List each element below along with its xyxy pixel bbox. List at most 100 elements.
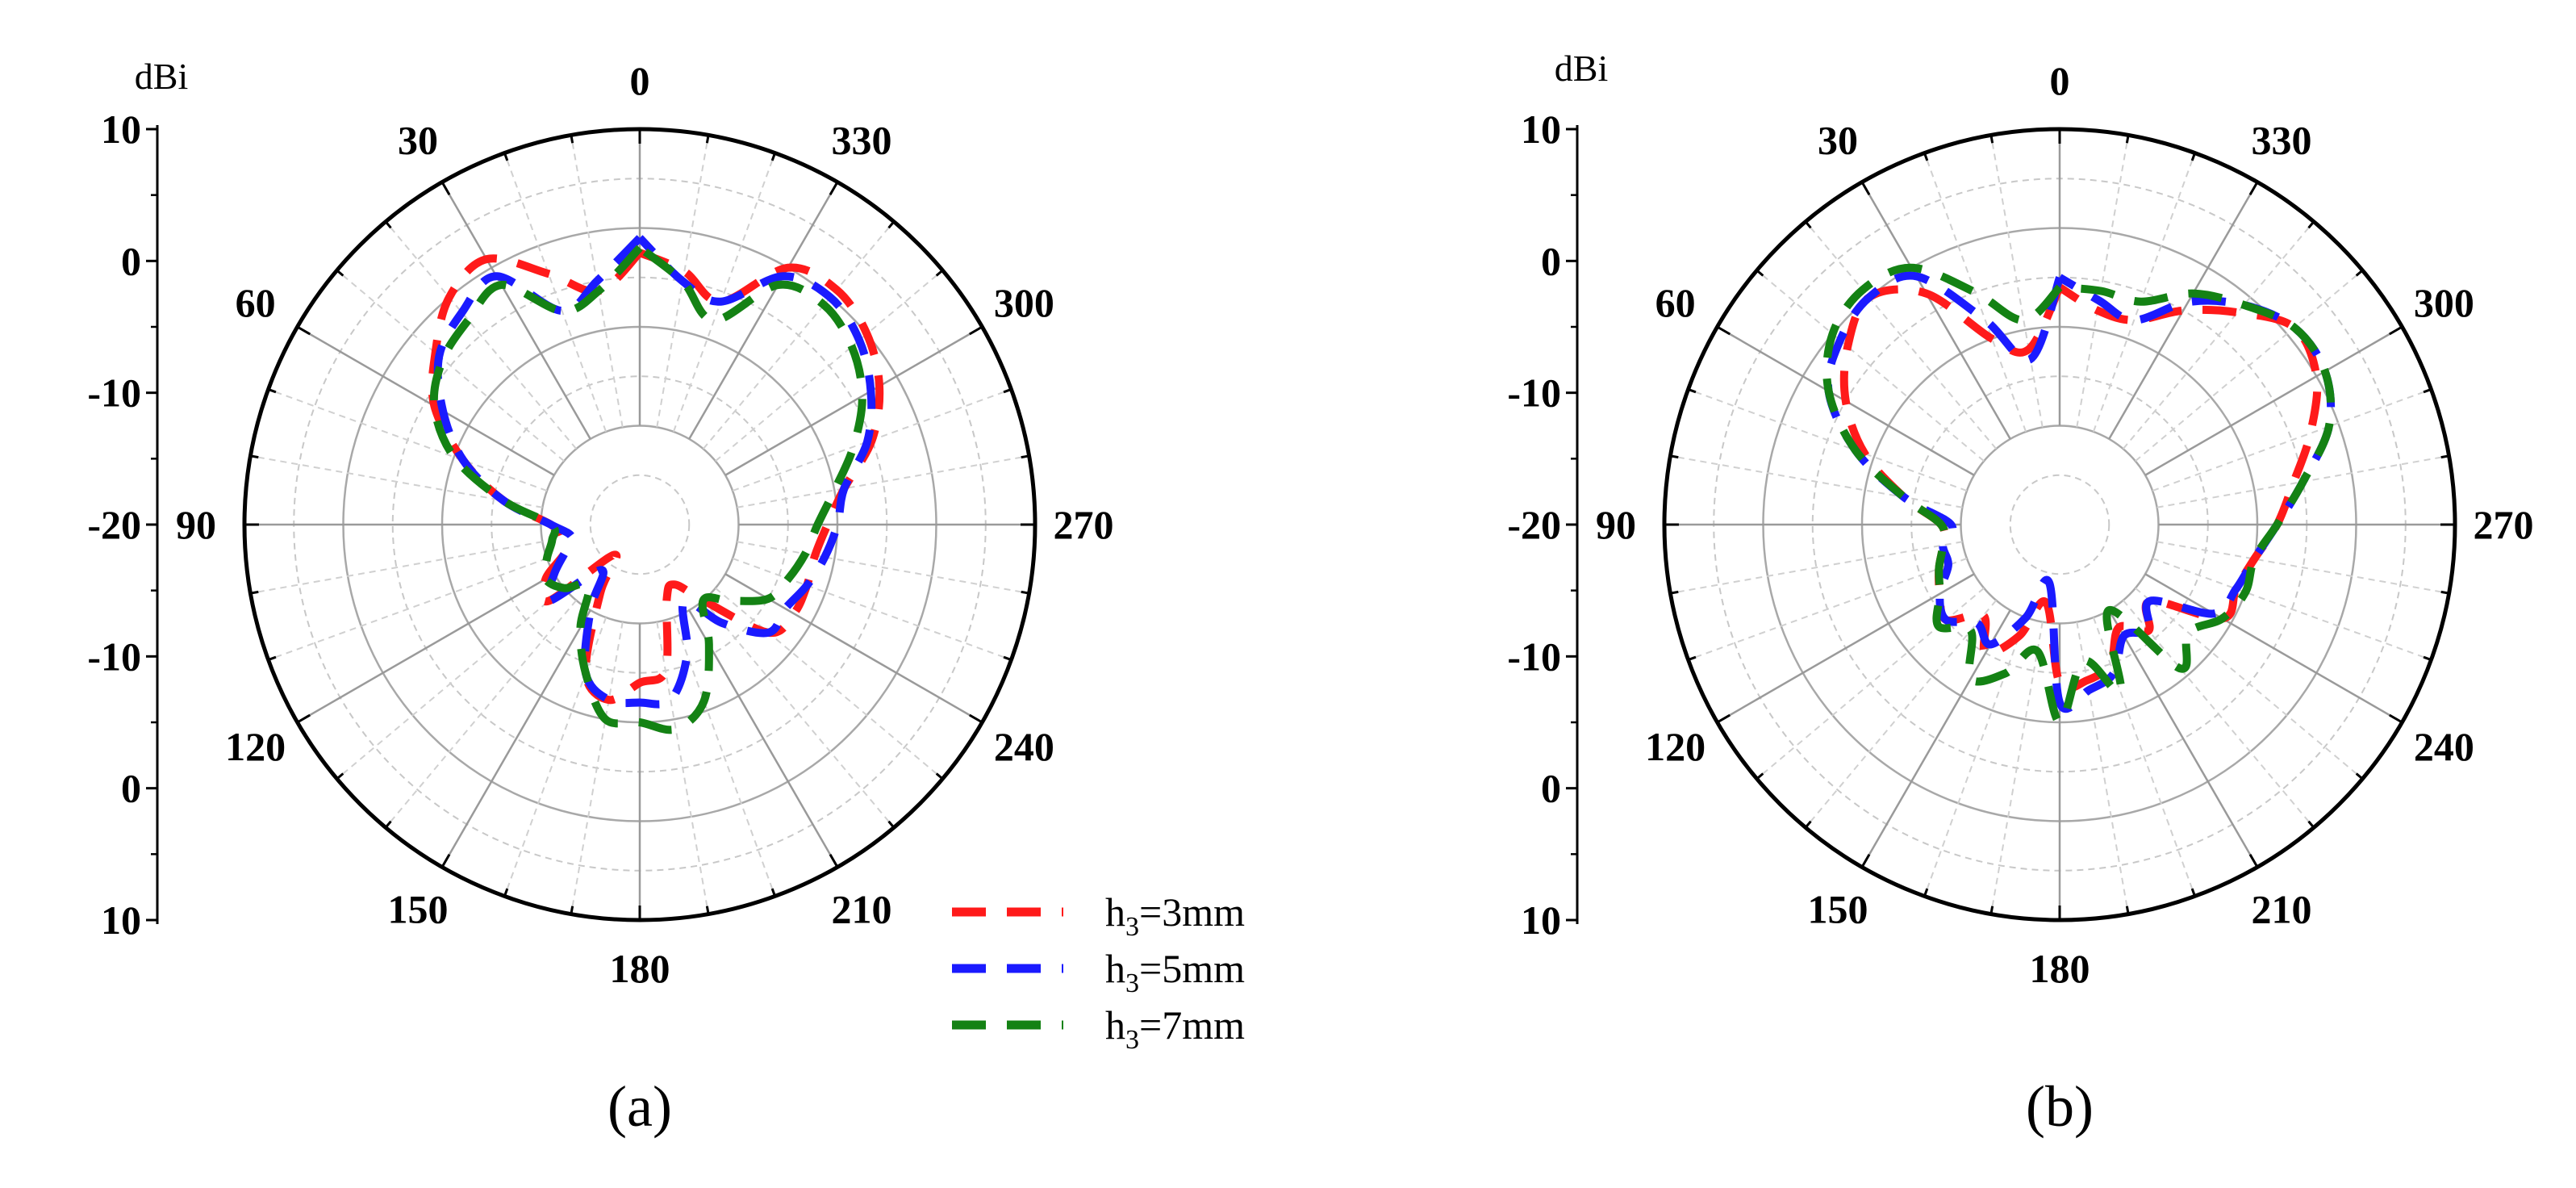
series-line <box>433 235 876 709</box>
angle-tick <box>2248 854 2259 868</box>
angle-label: 60 <box>1655 280 1696 325</box>
major-spoke <box>297 325 555 476</box>
minor-spoke <box>1688 388 1968 492</box>
minor-spoke <box>1670 541 1963 595</box>
legend-entry-label: h3=7mm <box>1105 1002 1245 1055</box>
minor-spoke <box>672 617 776 897</box>
angle-tick <box>969 713 983 724</box>
major-spoke <box>724 325 983 476</box>
minor-ring <box>2009 474 2110 575</box>
angle-label: 30 <box>398 118 438 163</box>
panel-label: (a) <box>607 1074 672 1139</box>
angle-tick <box>2190 153 2196 161</box>
minor-spoke <box>268 557 548 661</box>
minor-spoke <box>2152 388 2432 492</box>
minor-spoke <box>2122 220 2315 450</box>
angle-tick <box>2423 388 2432 394</box>
angle-tick <box>1003 388 1012 394</box>
minor-spoke <box>1989 621 2044 914</box>
angle-tick <box>935 772 944 780</box>
legend-entry-label: h3=3mm <box>1105 889 1245 942</box>
angle-tick <box>296 713 311 724</box>
angle-tick <box>935 269 944 277</box>
major-spoke <box>688 182 839 440</box>
radial-tick-label: 10 <box>1521 107 1561 152</box>
angle-tick <box>250 590 259 595</box>
angle-label: 180 <box>2030 946 2090 991</box>
minor-spoke <box>1923 153 2027 433</box>
angle-tick <box>969 325 983 336</box>
minor-spoke <box>1756 270 1985 462</box>
angle-tick <box>296 325 311 336</box>
minor-spoke <box>737 454 1029 508</box>
angle-tick <box>829 854 839 868</box>
minor-spoke <box>2092 153 2196 433</box>
angle-tick <box>1923 153 1929 161</box>
series-3 <box>1822 263 2336 727</box>
major-spoke <box>440 182 591 440</box>
angle-tick <box>440 181 451 195</box>
major-spoke <box>2144 325 2403 476</box>
angle-tick <box>1021 590 1029 595</box>
angle-tick <box>570 135 574 144</box>
minor-spoke <box>385 220 578 450</box>
polar-chart-a: 0 30 60 90 120 150 180 210 240 270 300 330 10 0 -10 -20… <box>87 56 1245 1139</box>
minor-spoke <box>1989 135 2044 428</box>
radial-tick-label: -10 <box>87 370 141 416</box>
angle-tick <box>1756 772 1764 780</box>
angle-label: 90 <box>176 502 216 547</box>
major-spoke <box>297 573 555 724</box>
angle-tick <box>250 454 259 459</box>
angle-label: 330 <box>2252 118 2312 163</box>
minor-spoke <box>2076 621 2130 914</box>
angle-tick <box>1923 888 1929 897</box>
major-spoke <box>1860 182 2011 440</box>
series-3 <box>429 245 866 734</box>
angle-tick <box>1989 135 1994 144</box>
major-spoke <box>1717 573 1975 724</box>
angle-tick <box>1716 713 1731 724</box>
angle-tick <box>503 888 509 897</box>
angle-tick <box>2190 888 2196 897</box>
major-spoke <box>2108 609 2259 868</box>
angle-label: 300 <box>994 280 1054 325</box>
angle-label: 90 <box>1596 502 1636 547</box>
minor-spoke <box>702 600 895 829</box>
angle-label: 210 <box>832 886 892 931</box>
angle-tick <box>2389 713 2403 724</box>
angle-tick <box>705 135 710 144</box>
angle-tick <box>829 181 839 195</box>
legend-entry-label: h3=5mm <box>1105 946 1245 998</box>
series-1 <box>1839 283 2322 693</box>
angle-label: 300 <box>2414 280 2474 325</box>
minor-spoke <box>1688 557 1968 661</box>
minor-spoke <box>268 388 548 492</box>
radial-unit-label: dBi <box>135 56 188 97</box>
angle-tick <box>2355 269 2364 277</box>
radial-tick-label: -10 <box>1507 370 1561 416</box>
angle-tick <box>770 153 776 161</box>
angle-label: 210 <box>2252 886 2312 931</box>
angle-tick <box>1003 655 1012 661</box>
major-spoke <box>440 609 591 868</box>
minor-spoke <box>2122 600 2315 829</box>
minor-spoke <box>702 220 895 450</box>
minor-spoke <box>503 617 607 897</box>
angle-label: 60 <box>236 280 276 325</box>
minor-spoke <box>715 587 944 780</box>
angle-tick <box>887 820 896 829</box>
angle-tick <box>2307 820 2315 829</box>
angle-tick <box>336 269 344 277</box>
angle-tick <box>1804 820 1812 829</box>
radial-tick-label: 10 <box>101 897 141 943</box>
series-line <box>1839 283 2322 693</box>
angle-label: 150 <box>1808 886 1868 931</box>
minor-spoke <box>656 621 710 914</box>
angle-tick <box>336 772 344 780</box>
minor-spoke <box>2076 135 2130 428</box>
minor-spoke <box>336 587 565 780</box>
minor-spoke <box>732 557 1012 661</box>
polar-chart-b: 0 30 60 90 120 150 180 210 240 270 300 330 10 0 -10 -20… <box>1507 48 2533 1139</box>
angle-tick <box>440 854 451 868</box>
angle-label: 270 <box>1054 502 1114 547</box>
